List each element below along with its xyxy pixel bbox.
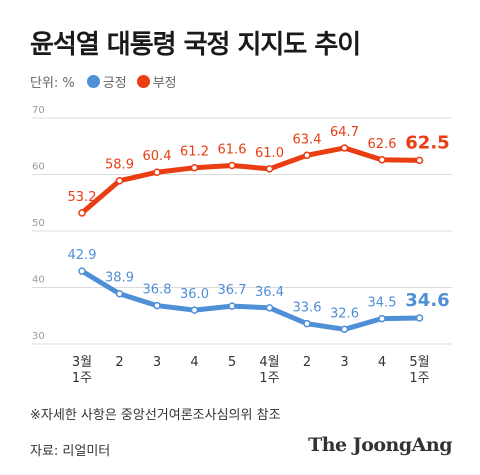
data-label: 36.4 xyxy=(255,285,284,300)
y-tick-label: 30 xyxy=(32,331,45,342)
legend-label-positive: 긍정 xyxy=(102,76,127,91)
y-tick-label: 40 xyxy=(32,275,45,286)
legend-label-negative: 부정 xyxy=(152,76,177,91)
legend: 단위: % 긍정 부정 xyxy=(30,72,187,91)
legend-swatch-positive xyxy=(86,75,100,88)
data-point xyxy=(303,319,311,328)
data-point xyxy=(78,209,86,217)
data-label: 58.9 xyxy=(105,158,134,173)
data-point xyxy=(153,168,161,176)
data-label: 61.6 xyxy=(218,142,247,157)
data-label: 63.4 xyxy=(293,132,322,147)
data-point xyxy=(378,156,386,164)
data-label: 62.5 xyxy=(405,132,449,153)
data-label: 36.0 xyxy=(180,287,209,302)
data-point xyxy=(378,314,386,323)
data-point xyxy=(78,267,86,275)
footnote: ※자세한 사항은 중앙선거여론조사심의위 참조 xyxy=(30,408,281,423)
x-tick-label: 3 xyxy=(153,355,161,370)
data-label: 64.7 xyxy=(330,125,359,140)
y-tick-label: 70 xyxy=(32,105,45,116)
data-label: 33.6 xyxy=(293,301,322,316)
x-tick-label: 1주 xyxy=(409,371,429,386)
data-label: 61.2 xyxy=(180,145,209,160)
data-label: 36.7 xyxy=(218,283,247,298)
x-tick-label: 4 xyxy=(378,355,386,370)
source-note: 자료: 리얼미터 xyxy=(30,444,111,459)
x-tick-label: 3월 xyxy=(72,355,92,370)
data-label: 53.2 xyxy=(68,190,97,205)
x-tick-label: 2 xyxy=(303,355,311,370)
chart-title: 윤석열 대통령 국정 지지도 추이 xyxy=(30,30,361,60)
unit-label: 단위: % xyxy=(30,76,75,91)
data-label: 42.9 xyxy=(68,248,97,263)
x-tick-label: 2 xyxy=(115,355,123,370)
data-point xyxy=(228,302,236,310)
data-point xyxy=(153,301,161,310)
data-point xyxy=(115,176,124,185)
series-line xyxy=(79,145,422,216)
data-label: 34.6 xyxy=(405,290,449,311)
legend-swatch-negative xyxy=(136,75,150,88)
data-point xyxy=(190,306,199,314)
brand-logo: The JoongAng xyxy=(308,434,452,456)
x-tick-label: 1주 xyxy=(72,371,92,386)
series-line xyxy=(79,268,422,332)
x-tick-label: 4월 xyxy=(259,355,279,370)
data-label: 62.6 xyxy=(368,137,397,152)
data-label: 38.9 xyxy=(105,271,134,286)
x-tick-label: 3 xyxy=(340,355,348,370)
legend-item-positive: 긍정 xyxy=(86,72,127,91)
data-point xyxy=(265,304,274,312)
data-point xyxy=(340,325,349,334)
data-point xyxy=(190,163,199,172)
y-tick-label: 60 xyxy=(32,162,45,173)
data-label: 61.0 xyxy=(255,146,284,161)
legend-item-negative: 부정 xyxy=(136,72,177,91)
data-point xyxy=(415,314,424,322)
x-tick-label: 1주 xyxy=(259,371,279,386)
data-point xyxy=(115,289,124,298)
x-tick-label: 4 xyxy=(190,355,198,370)
x-tick-label: 5 xyxy=(228,355,236,370)
data-label: 32.6 xyxy=(330,306,359,321)
data-point xyxy=(303,151,311,160)
data-label: 36.8 xyxy=(143,283,172,298)
data-label: 60.4 xyxy=(143,149,172,164)
y-tick-label: 50 xyxy=(32,218,45,229)
data-point xyxy=(265,165,274,173)
data-point xyxy=(415,156,424,165)
data-point xyxy=(228,161,236,170)
data-label: 34.5 xyxy=(368,296,397,311)
x-tick-label: 5월 xyxy=(409,355,429,370)
data-point xyxy=(340,144,349,152)
